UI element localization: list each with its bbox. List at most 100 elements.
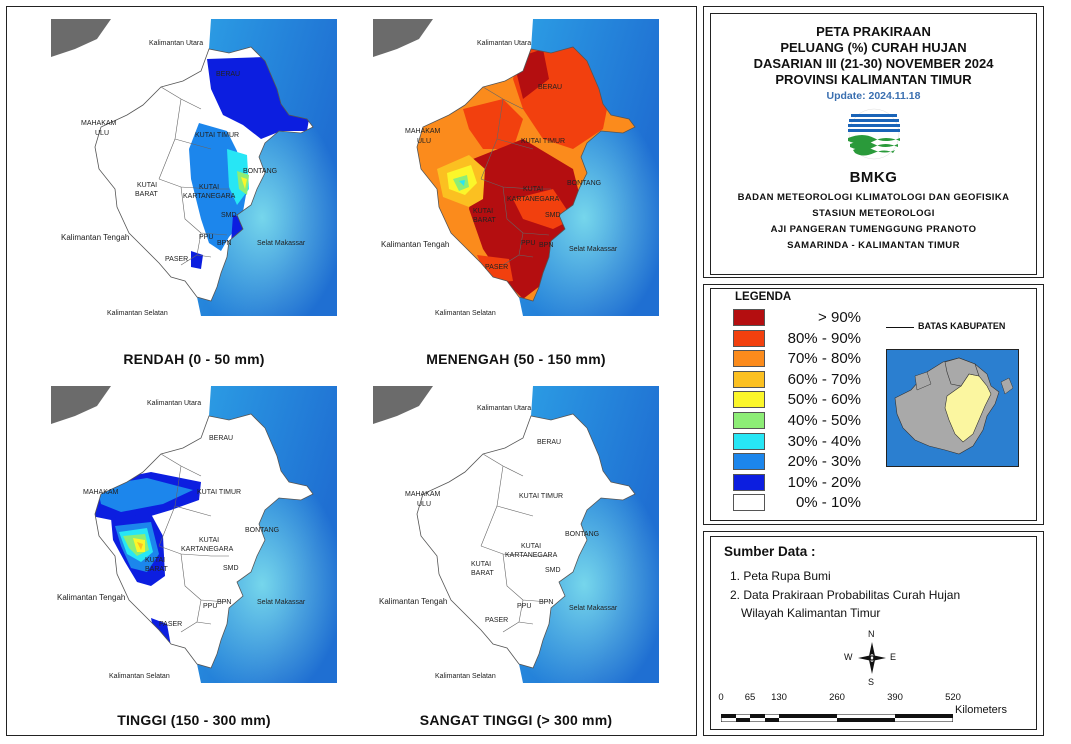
- legend-swatch: [733, 391, 765, 409]
- scale-bar: [720, 709, 954, 727]
- label-kalteng: Kalimantan Tengah: [381, 240, 449, 249]
- legend-swatch: [733, 309, 765, 326]
- label-kutai-kk: KUTAI: [199, 184, 219, 191]
- agency-line-2: STASIUN METEOROLOGI: [812, 208, 935, 219]
- title-line-2: PELUANG (%) CURAH HUJAN: [780, 40, 967, 55]
- label-kutai-barat-1: KUTAI: [145, 557, 165, 564]
- label-paser: PASER: [165, 256, 188, 263]
- label-mahakam: MAHAKAM: [83, 489, 119, 496]
- caption-sangat-tinggi: SANGAT TINGGI (> 300 mm): [419, 712, 613, 728]
- label-berau: BERAU: [209, 435, 233, 442]
- label-selat: Selat Makassar: [569, 605, 618, 612]
- label-kutai-barat-2: BARAT: [471, 570, 495, 577]
- label-kutai-barat-2: BARAT: [473, 217, 497, 224]
- legend-row: 50% - 60%: [733, 390, 861, 409]
- scale-tick-label: 130: [771, 692, 787, 703]
- label-kutai-barat-1: KUTAI: [137, 182, 157, 189]
- legend-row: 70% - 80%: [733, 349, 861, 368]
- scale-tick-label: 390: [887, 692, 903, 703]
- compass-n: N: [868, 629, 875, 639]
- label-kutai-timur: KUTAI TIMUR: [519, 493, 563, 500]
- label-kaltara: Kalimantan Utara: [477, 40, 531, 47]
- label-paser: PASER: [485, 264, 508, 271]
- label-ulu: ULU: [417, 501, 431, 508]
- legend-swatch: [733, 473, 765, 491]
- legend-label: 70% - 80%: [787, 350, 861, 368]
- map-tinggi-svg: Kalimantan Utara BERAU MAHAKAM KUTAI TIM…: [51, 386, 337, 683]
- label-kaltara: Kalimantan Utara: [477, 405, 531, 412]
- label-smd: SMD: [223, 565, 239, 572]
- scale-tick-label: 260: [829, 692, 845, 703]
- label-ppu: PPU: [521, 240, 535, 247]
- label-berau: BERAU: [537, 439, 561, 446]
- map-menengah: Kalimantan Utara BERAU MAHAKAM ULU KUTAI…: [373, 19, 659, 316]
- legend-label: 0% - 10%: [795, 494, 861, 512]
- caption-tinggi: TINGGI (150 - 300 mm): [117, 712, 271, 728]
- label-ppu: PPU: [199, 234, 213, 241]
- legend-row: > 90%: [733, 308, 861, 327]
- label-kutai-barat-2: BARAT: [145, 566, 169, 573]
- source-frame: [703, 531, 1044, 736]
- label-mahakam: MAHAKAM: [405, 128, 441, 135]
- legend-swatch: [733, 432, 765, 450]
- label-kaltara: Kalimantan Utara: [147, 400, 201, 407]
- update-date: Update: 2024.11.18: [826, 90, 921, 102]
- label-kutai-timur: KUTAI TIMUR: [195, 132, 239, 139]
- map-menengah-svg: Kalimantan Utara BERAU MAHAKAM ULU KUTAI…: [373, 19, 659, 316]
- legend-block: [710, 288, 1037, 521]
- legend-swatch: [733, 453, 765, 471]
- legend-label: 30% - 40%: [787, 432, 861, 450]
- caption-menengah: MENENGAH (50 - 150 mm): [426, 351, 606, 367]
- map-sangat-tinggi-svg: Kalimantan Utara BERAU MAHAKAM ULU KUTAI…: [373, 386, 659, 683]
- compass-w: W: [844, 652, 853, 662]
- label-kalsel: Kalimantan Selatan: [109, 673, 170, 680]
- legend-label: 10% - 20%: [787, 473, 861, 491]
- label-kalsel: Kalimantan Selatan: [435, 310, 496, 316]
- compass-s: S: [868, 677, 875, 687]
- legend-row: 20% - 30%: [733, 452, 861, 471]
- label-berau: BERAU: [538, 84, 562, 91]
- title-line-4: PROVINSI KALIMANTAN TIMUR: [775, 72, 972, 87]
- legend-row: 60% - 70%: [733, 370, 861, 389]
- label-kartanegara: KARTANEGARA: [505, 552, 558, 559]
- title-line-1: PETA PRAKIRAAN: [816, 24, 931, 39]
- label-kutai-barat-1: KUTAI: [471, 561, 491, 568]
- legend-swatch: [733, 350, 765, 368]
- map-rendah-svg: Kalimantan Utara BERAU MAHAKAM ULU KUTAI…: [51, 19, 337, 316]
- legend-label: > 90%: [818, 309, 861, 326]
- legend-row: 40% - 50%: [733, 411, 861, 430]
- label-kartanegara: KARTANEGARA: [181, 546, 234, 553]
- legend-row: 80% - 90%: [733, 329, 861, 348]
- legend-row: 0% - 10%: [733, 493, 861, 512]
- legend-label: 60% - 70%: [787, 370, 861, 388]
- label-selat: Selat Makassar: [257, 240, 306, 247]
- label-kalteng: Kalimantan Tengah: [379, 597, 447, 606]
- compass-e: E: [890, 652, 897, 662]
- legend-label: 40% - 50%: [787, 412, 861, 429]
- label-ppu: PPU: [203, 603, 217, 610]
- title-block: PETA PRAKIRAAN PELUANG (%) CURAH HUJAN D…: [710, 13, 1037, 275]
- label-bontang: BONTANG: [565, 531, 599, 538]
- label-kaltara: Kalimantan Utara: [149, 40, 203, 47]
- label-smd: SMD: [545, 212, 561, 219]
- scale-tick-label: 520: [945, 692, 961, 703]
- legend-swatch: [733, 412, 765, 429]
- label-smd: SMD: [221, 212, 237, 219]
- agency-line-1: BADAN METEOROLOGI KLIMATOLOGI DAN GEOFIS…: [737, 192, 1010, 203]
- label-ppu: PPU: [517, 603, 531, 610]
- legend-swatch: [733, 370, 765, 388]
- source-block: [710, 536, 1037, 730]
- label-bpn: BPN: [217, 599, 231, 606]
- label-selat: Selat Makassar: [569, 246, 618, 253]
- inset-map: [886, 349, 1019, 467]
- label-bpn: BPN: [217, 240, 231, 247]
- scale-unit: Kilometers: [955, 704, 1007, 716]
- agency-line-3: AJI PANGERAN TUMENGGUNG PRANOTO: [770, 224, 977, 235]
- label-bontang: BONTANG: [245, 527, 279, 534]
- label-paser: PASER: [159, 621, 182, 628]
- scale-bar-svg: [720, 713, 954, 723]
- label-kutai-kk: KUTAI: [523, 186, 543, 193]
- label-bpn: BPN: [539, 599, 553, 606]
- inset-map-svg: [887, 350, 1018, 466]
- caption-rendah: RENDAH (0 - 50 mm): [123, 351, 265, 367]
